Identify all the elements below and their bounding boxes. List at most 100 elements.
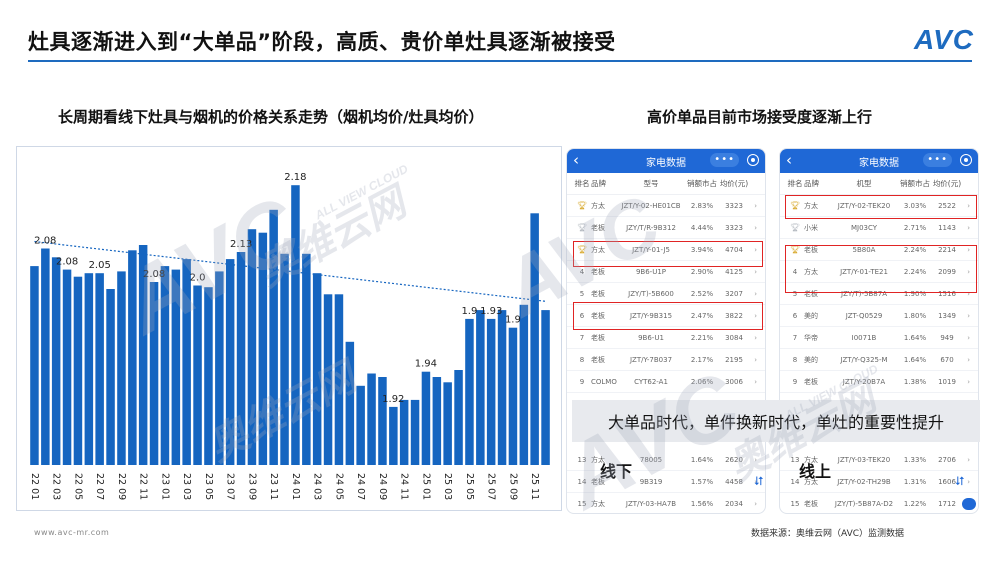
trophy-icon: 🏆︎	[789, 245, 801, 254]
table-header: 排名 品牌 型号 销额市占 均价(元)	[567, 173, 765, 195]
list-item[interactable]: 14 方太 JZT/Y-02-TH29B 1.31% 1606 ›	[780, 471, 978, 493]
share-cell: 1.56%	[690, 499, 714, 508]
more-icon[interactable]: •••	[923, 153, 952, 167]
list-item[interactable]: 8 老板 JZT/Y-7B037 2.17% 2195 ›	[567, 349, 765, 371]
brand-cell: 方太	[804, 455, 818, 464]
data-label: 2.08	[34, 236, 56, 247]
brand-cell: 老板	[804, 289, 818, 298]
list-item[interactable]: 5 老板 JZY/T)-5B87A 1.90% 1516 ›	[780, 283, 978, 305]
share-cell: 1.90%	[903, 289, 927, 298]
chart-bar	[269, 209, 278, 465]
more-icon[interactable]: •••	[710, 153, 739, 167]
footer-url: www.avc-mr.com	[34, 528, 110, 537]
list-item[interactable]: 6 老板 JZT/Y-9B315 2.47% 3822 ›	[567, 305, 765, 327]
brand-cell: 老板	[591, 311, 605, 320]
trophy-icon: 🏆︎	[789, 201, 801, 210]
chart-bar	[204, 287, 213, 465]
rank-number: 14	[790, 477, 800, 486]
chart-bar	[476, 310, 485, 465]
data-label: 1.94	[415, 359, 437, 370]
x-tick-label: 24 05	[333, 473, 344, 500]
chart-bar	[334, 294, 344, 465]
chevron-right-icon: ›	[754, 355, 757, 364]
share-cell: 2.21%	[690, 333, 714, 342]
list-item[interactable]: 15 方太 JZT/Y-03-HA7B 1.56% 2034 ›	[567, 493, 765, 513]
chart-bar	[541, 310, 550, 465]
chart-bar	[160, 266, 170, 465]
x-tick-label: 25 03	[442, 473, 453, 500]
brand-cell: 老板	[591, 223, 605, 232]
back-arrow-icon[interactable]: ‹	[786, 151, 792, 169]
list-item[interactable]: 9 老板 JZT/Y-20B7A 1.38% 1019 ›	[780, 371, 978, 393]
col-model: 机型	[856, 179, 872, 188]
table-header: 排名 品牌 机型 销额市占 均价(元)	[780, 173, 978, 195]
list-item[interactable]: 13 方太 78005 1.64% 2620 ›	[567, 449, 765, 471]
list-item[interactable]: 🏆︎ 方太 JZT/Y-02-HE01CB 2.83% 3323 ›	[567, 195, 765, 217]
rank-number: 5	[579, 289, 585, 298]
list-item[interactable]: 🏆︎ 方太 JZT/Y-02-TEK20 3.03% 2522 ›	[780, 195, 978, 217]
list-item[interactable]: 6 美的 JZT-Q0529 1.80% 1349 ›	[780, 305, 978, 327]
chevron-right-icon: ›	[967, 311, 970, 320]
list-item[interactable]: 14 老板 9B319 1.57% 4458 ›	[567, 471, 765, 493]
list-item[interactable]: 8 美的 JZT/Y-Q325-M 1.64% 670 ›	[780, 349, 978, 371]
model-cell: 9B319	[639, 477, 663, 486]
x-tick-label: 23 07	[225, 473, 236, 500]
list-item[interactable]: 13 方太 JZT/Y-03-TEK20 1.33% 2706 ›	[780, 449, 978, 471]
chart-bar	[356, 385, 365, 465]
col-share: 销额市占	[900, 179, 930, 188]
price-cell: 3084	[725, 333, 743, 342]
chart-bar	[312, 273, 322, 465]
chart-bar	[138, 245, 148, 465]
share-icon[interactable]: ⮃	[754, 474, 764, 488]
share-cell: 1.38%	[903, 377, 927, 386]
chart-bar	[117, 271, 126, 465]
x-tick-label: 22 05	[72, 473, 83, 500]
price-cell: 1019	[938, 377, 956, 386]
list-item[interactable]: 🏆︎ 老板 5B80A 2.24% 2214 ›	[780, 239, 978, 261]
chart-bar	[149, 282, 159, 465]
x-tick-label: 23 05	[203, 473, 214, 500]
price-cell: 3323	[725, 201, 743, 210]
list-item[interactable]: 4 方太 JZT/Y-01-TE21 2.24% 2099 ›	[780, 261, 978, 283]
chevron-right-icon: ›	[754, 267, 757, 276]
price-cell: 1349	[938, 311, 956, 320]
x-tick-label: 24 09	[377, 473, 388, 500]
rank-number: 5	[792, 289, 798, 298]
chart-bar	[258, 232, 268, 465]
chart-bar	[225, 259, 235, 465]
brand-cell: 老板	[591, 267, 605, 276]
phone-screenshot-online: ‹ 家电数据 ••• 排名 品牌 机型 销额市占 均价(元) 🏆︎ 方太 JZT/Y…	[779, 148, 979, 514]
chevron-right-icon: ›	[967, 377, 970, 386]
list-item[interactable]: 9 COLMO CYT62-A1 2.06% 3006 ›	[567, 371, 765, 393]
list-item[interactable]: 4 老板 9B6-U1P 2.90% 4125 ›	[567, 261, 765, 283]
list-item[interactable]: 7 华帝 I0071B 1.64% 949 ›	[780, 327, 978, 349]
share-icon[interactable]: ⮃	[955, 474, 965, 488]
offline-label: 线下	[600, 462, 633, 481]
chart-bar	[432, 377, 442, 465]
phone-header: ‹ 家电数据 •••	[567, 149, 765, 173]
model-cell: JZT/Y-01-J5	[632, 245, 670, 254]
share-cell: 2.47%	[690, 311, 714, 320]
list-item[interactable]: 🏆︎ 老板 JZY/T/R-9B312 4.44% 3323 ›	[567, 217, 765, 239]
list-item[interactable]: 5 老板 JZY/T)-5B600 2.52% 3207 ›	[567, 283, 765, 305]
target-icon[interactable]	[747, 154, 759, 166]
chart-bar	[486, 318, 496, 465]
model-cell: JZY/T)-5B87A	[841, 289, 887, 298]
rank-number: 7	[579, 333, 585, 342]
brand-cell: 方太	[591, 499, 605, 508]
chart-bar	[378, 377, 387, 465]
data-label: 2.08	[56, 257, 78, 268]
chart-bar	[421, 371, 431, 465]
list-item[interactable]: 🏆︎ 小米 MJ03CY 2.71% 1143 ›	[780, 217, 978, 239]
title-divider	[28, 60, 972, 62]
list-item[interactable]: 7 老板 9B6-U1 2.21% 3084 ›	[567, 327, 765, 349]
col-model: 型号	[643, 179, 659, 188]
target-icon[interactable]	[960, 154, 972, 166]
highlight-box	[573, 241, 763, 267]
chat-bubble-icon[interactable]	[962, 498, 976, 510]
back-arrow-icon[interactable]: ‹	[573, 151, 579, 169]
chart-bar	[530, 213, 539, 465]
chart-bar	[182, 259, 191, 465]
list-item[interactable]: 🏆︎ 方太 JZT/Y-01-J5 3.94% 4704 ›	[567, 239, 765, 261]
